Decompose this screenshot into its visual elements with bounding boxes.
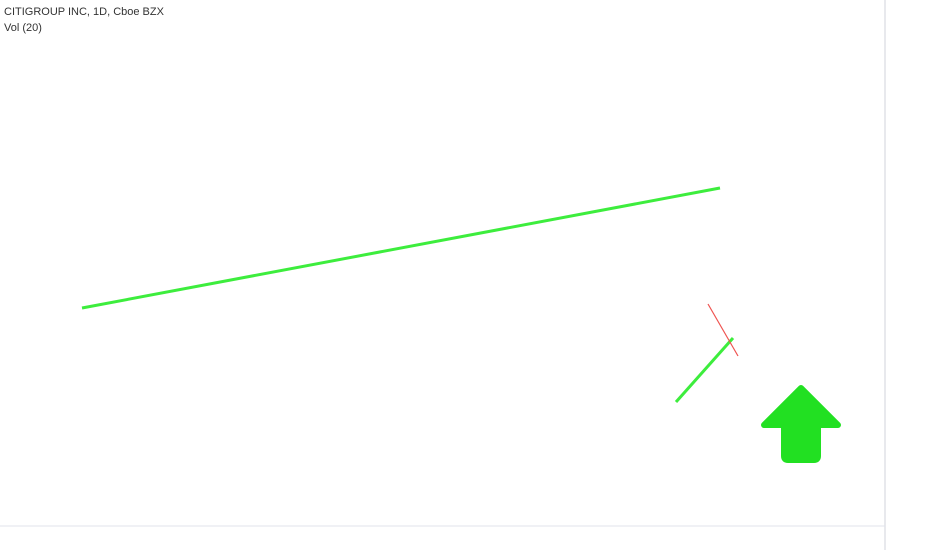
trend-line xyxy=(81,186,721,310)
chart-title: CITIGROUP INC, 1D, Cboe BZX xyxy=(4,6,165,18)
drawings xyxy=(81,186,841,463)
trend-line xyxy=(707,303,739,357)
axis-bg xyxy=(885,0,932,550)
trend-line xyxy=(674,337,735,403)
up-arrow xyxy=(761,385,841,463)
subtitle: Vol (20) xyxy=(4,22,42,34)
